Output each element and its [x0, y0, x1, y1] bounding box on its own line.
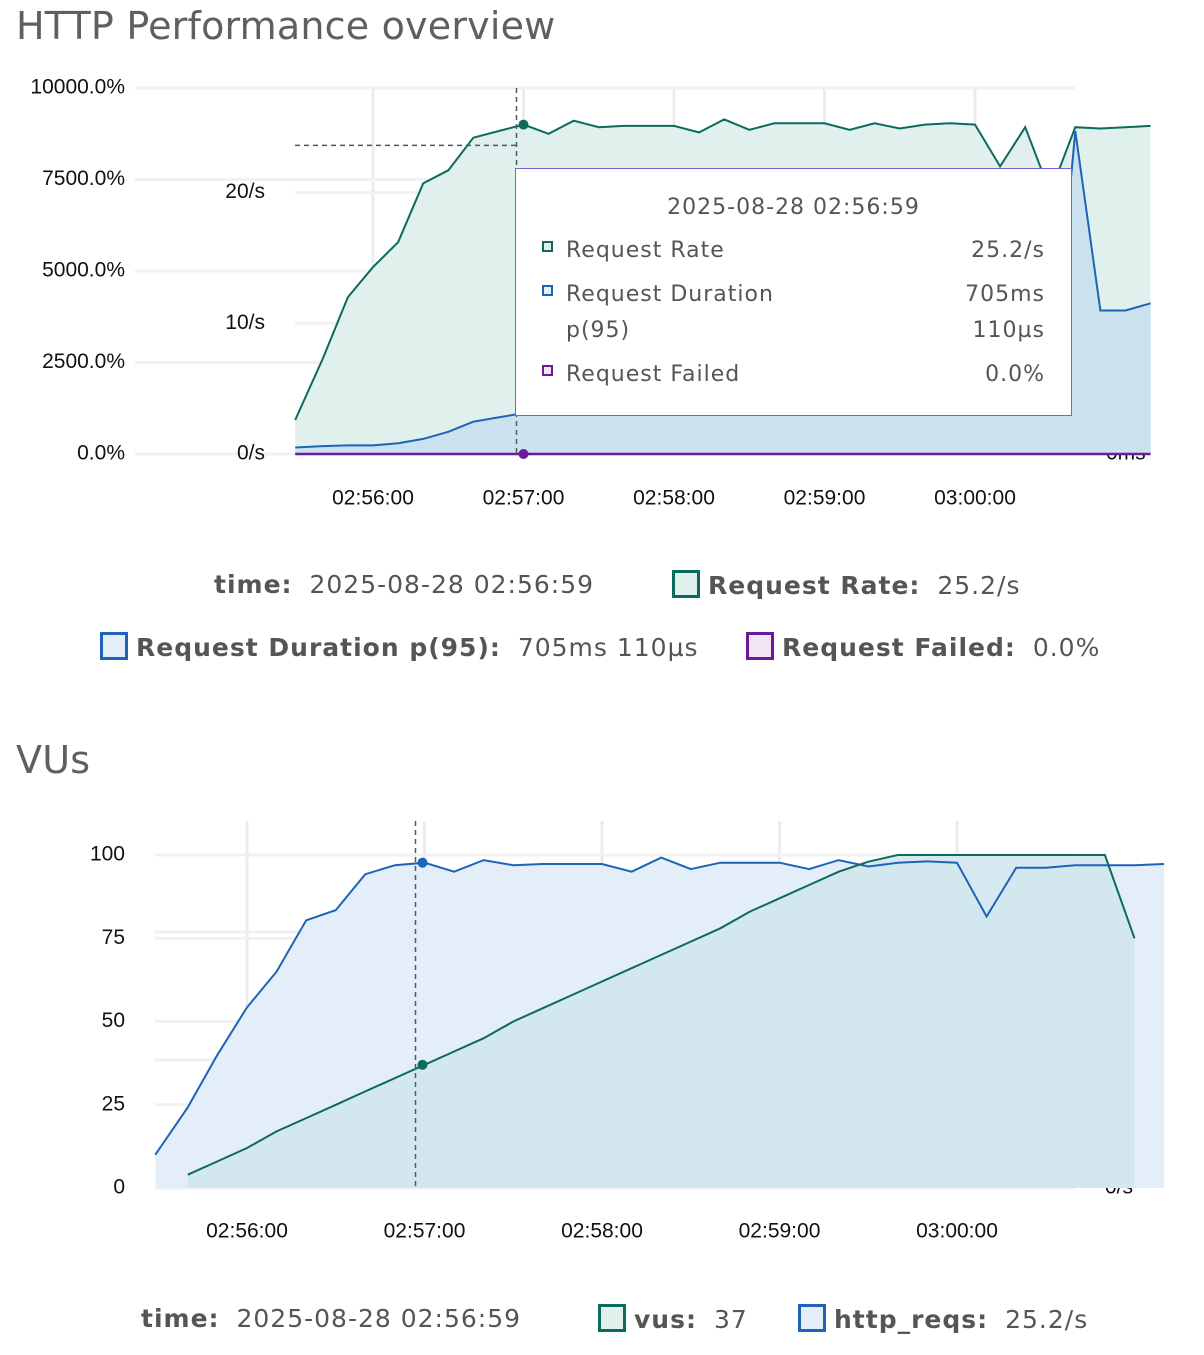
legend-http-reqs[interactable]: http_reqs: 25.2/s: [798, 1304, 1088, 1334]
x-tick: 02:59:00: [739, 1220, 821, 1243]
request-rate-swatch-icon: [542, 241, 553, 252]
y-tick-percent: 7500.0%: [42, 167, 125, 190]
legend-request-failed[interactable]: Request Failed: 0.0%: [746, 632, 1100, 662]
y-tick-vus: 25: [102, 1092, 125, 1115]
x-tick: 02:57:00: [483, 487, 565, 510]
x-tick: 03:00:00: [934, 487, 1016, 510]
http-reqs-swatch-icon: [798, 1304, 826, 1332]
legend-http-reqs-label: http_reqs:: [834, 1305, 988, 1334]
tooltip-value: 705ms 110µs: [965, 277, 1045, 349]
vus-point: [418, 1060, 428, 1070]
legend-request-rate[interactable]: Request Rate: 25.2/s: [672, 570, 1021, 600]
request-rate-swatch-icon: [672, 570, 700, 598]
tooltip-time: 2025-08-28 02:56:59: [516, 195, 1071, 220]
legend-vus-value: 37: [714, 1305, 748, 1334]
request-failed-point: [519, 449, 529, 459]
y-tick-rate: 10/s: [225, 311, 265, 334]
legend-request-rate-label: Request Rate:: [708, 571, 920, 600]
legend-time-label: time:: [214, 570, 293, 599]
request-duration-swatch-icon: [100, 632, 128, 660]
vus-chart[interactable]: 100755025020/s10/s0/s02:56:0002:57:0002:…: [0, 806, 1204, 1256]
legend-http-reqs-value: 25.2/s: [1005, 1305, 1088, 1334]
x-tick: 02:56:00: [206, 1220, 288, 1243]
legend-request-failed-value: 0.0%: [1033, 633, 1101, 662]
request-duration-swatch-icon: [542, 285, 553, 296]
legend-vus[interactable]: vus: 37: [598, 1304, 748, 1334]
legend2-time-label: time:: [141, 1304, 220, 1333]
x-tick: 02:57:00: [384, 1220, 466, 1243]
x-tick: 02:59:00: [784, 487, 866, 510]
y-tick-vus: 75: [102, 926, 125, 949]
y-tick-rate: 0/s: [237, 442, 265, 465]
request-rate-point: [519, 120, 529, 130]
y-tick-percent: 5000.0%: [42, 259, 125, 282]
legend-vus-label: vus:: [634, 1305, 697, 1334]
chart-tooltip: 2025-08-28 02:56:59 Request Rate 25.2/s …: [515, 168, 1072, 416]
tooltip-label: Request Rate: [566, 233, 826, 269]
legend2-time: time: 2025-08-28 02:56:59: [141, 1304, 521, 1333]
http-chart-title: HTTP Performance overview: [16, 4, 555, 48]
x-tick: 03:00:00: [916, 1220, 998, 1243]
vus-swatch-icon: [598, 1304, 626, 1332]
http-reqs-point: [418, 858, 428, 868]
vus-chart-title: VUs: [16, 738, 90, 782]
legend-request-duration-value: 705ms 110µs: [518, 633, 699, 662]
tooltip-label: Request Failed: [566, 357, 826, 393]
legend2-time-value: 2025-08-28 02:56:59: [236, 1304, 521, 1333]
tooltip-label: Request Duration p(95): [566, 277, 826, 349]
y-tick-vus: 50: [102, 1009, 125, 1032]
legend-request-duration[interactable]: Request Duration p(95): 705ms 110µs: [100, 632, 699, 662]
legend-request-duration-label: Request Duration p(95):: [136, 633, 501, 662]
y-tick-percent: 10000.0%: [30, 76, 125, 99]
y-tick-rate: 20/s: [225, 180, 265, 203]
legend-request-rate-value: 25.2/s: [937, 571, 1020, 600]
x-tick: 02:56:00: [332, 487, 414, 510]
legend-time-value: 2025-08-28 02:56:59: [309, 570, 594, 599]
y-tick-vus: 0: [113, 1176, 125, 1199]
y-tick-vus: 100: [90, 843, 125, 866]
request-failed-swatch-icon: [542, 365, 553, 376]
y-tick-percent: 0.0%: [77, 442, 125, 465]
x-tick: 02:58:00: [633, 487, 715, 510]
legend-time: time: 2025-08-28 02:56:59: [214, 570, 594, 599]
x-tick: 02:58:00: [561, 1220, 643, 1243]
legend-request-failed-label: Request Failed:: [782, 633, 1016, 662]
request-failed-swatch-icon: [746, 632, 774, 660]
y-tick-percent: 2500.0%: [42, 350, 125, 373]
tooltip-value: 25.2/s: [971, 233, 1045, 269]
tooltip-value: 0.0%: [985, 357, 1045, 393]
